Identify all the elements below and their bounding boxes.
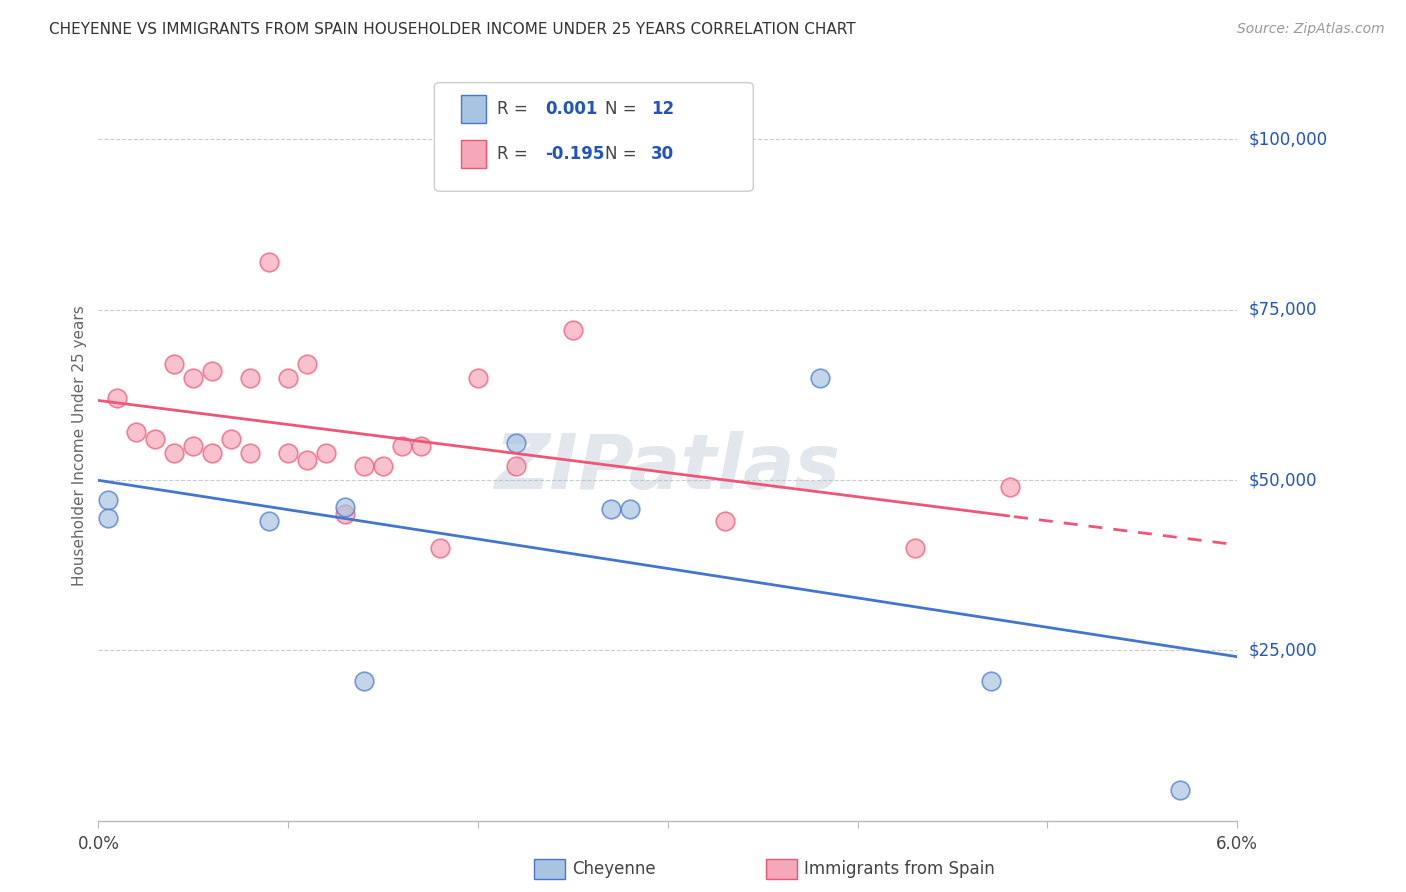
FancyBboxPatch shape <box>461 139 485 168</box>
Point <box>125 425 148 440</box>
Point <box>145 432 167 446</box>
Text: 0.001: 0.001 <box>546 100 598 118</box>
Text: N =: N = <box>605 100 643 118</box>
Point <box>277 371 299 385</box>
Point <box>980 673 1002 688</box>
Point <box>600 501 623 516</box>
Point <box>429 541 451 556</box>
Point <box>411 439 433 453</box>
Point <box>808 371 831 385</box>
Text: Cheyenne: Cheyenne <box>572 860 655 878</box>
Point <box>315 446 337 460</box>
Point <box>107 392 129 406</box>
Point <box>714 514 737 528</box>
FancyBboxPatch shape <box>461 95 485 123</box>
Text: $75,000: $75,000 <box>1249 301 1317 318</box>
Point <box>183 439 205 453</box>
Text: ZIPatlas: ZIPatlas <box>495 432 841 506</box>
Point <box>163 446 186 460</box>
Point <box>201 364 224 378</box>
Text: R =: R = <box>498 145 533 162</box>
Point <box>221 432 243 446</box>
Point <box>201 446 224 460</box>
Text: Immigrants from Spain: Immigrants from Spain <box>804 860 995 878</box>
Text: N =: N = <box>605 145 643 162</box>
Point <box>505 459 527 474</box>
Point <box>183 371 205 385</box>
Point <box>467 371 489 385</box>
Text: 30: 30 <box>651 145 673 162</box>
Point <box>163 357 186 371</box>
Point <box>297 452 319 467</box>
Point <box>1170 783 1192 797</box>
Point <box>562 323 585 337</box>
Point <box>335 500 357 515</box>
Y-axis label: Householder Income Under 25 years: Householder Income Under 25 years <box>72 306 87 586</box>
Point <box>97 510 120 524</box>
Point <box>297 357 319 371</box>
Text: $100,000: $100,000 <box>1249 130 1327 148</box>
Point <box>259 255 281 269</box>
FancyBboxPatch shape <box>434 83 754 191</box>
Point <box>904 541 927 556</box>
Text: R =: R = <box>498 100 533 118</box>
Point <box>998 480 1021 494</box>
Text: CHEYENNE VS IMMIGRANTS FROM SPAIN HOUSEHOLDER INCOME UNDER 25 YEARS CORRELATION : CHEYENNE VS IMMIGRANTS FROM SPAIN HOUSEH… <box>49 22 856 37</box>
Point <box>277 446 299 460</box>
Point <box>619 501 641 516</box>
Text: $25,000: $25,000 <box>1249 641 1317 659</box>
Point <box>391 439 413 453</box>
Point <box>239 446 262 460</box>
Point <box>335 507 357 521</box>
Text: Source: ZipAtlas.com: Source: ZipAtlas.com <box>1237 22 1385 37</box>
Point <box>239 371 262 385</box>
Point <box>97 493 120 508</box>
Point <box>353 673 375 688</box>
Text: -0.195: -0.195 <box>546 145 605 162</box>
Point <box>371 459 394 474</box>
Point <box>353 459 375 474</box>
Point <box>259 514 281 528</box>
Text: $50,000: $50,000 <box>1249 471 1317 489</box>
Text: 12: 12 <box>651 100 673 118</box>
Point <box>505 435 527 450</box>
